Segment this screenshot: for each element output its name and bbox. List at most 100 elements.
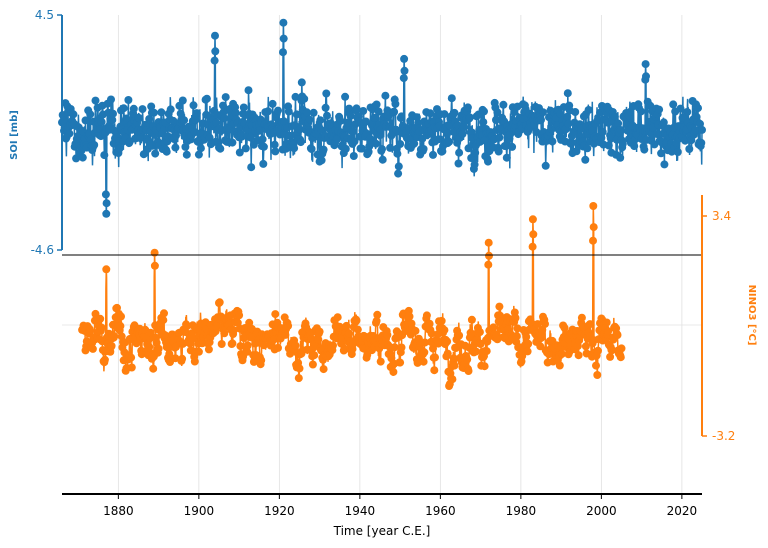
soi-axis-label: SOI [mb] bbox=[9, 110, 20, 160]
soi-point bbox=[563, 112, 572, 121]
soi-point bbox=[443, 129, 452, 138]
soi-point bbox=[317, 125, 325, 134]
soi-point bbox=[381, 91, 390, 100]
soi-point bbox=[455, 148, 464, 157]
soi-point bbox=[180, 116, 189, 125]
soi-point bbox=[333, 135, 342, 144]
soi-point bbox=[279, 34, 288, 43]
nino3-point bbox=[422, 311, 431, 320]
nino3-point bbox=[259, 341, 268, 350]
nino3-point bbox=[589, 223, 598, 232]
soi-point bbox=[239, 103, 248, 112]
soi-point bbox=[264, 107, 272, 116]
soi-point bbox=[300, 94, 309, 103]
soi-point bbox=[302, 108, 311, 117]
soi-point bbox=[157, 108, 166, 117]
nino3-point bbox=[427, 329, 436, 338]
soi-point bbox=[394, 169, 403, 178]
nino3-point bbox=[228, 339, 237, 348]
soi-point bbox=[346, 111, 355, 120]
soi-point bbox=[616, 153, 625, 162]
soi-point bbox=[317, 156, 326, 165]
soi-point bbox=[450, 108, 459, 117]
nino3-point bbox=[257, 356, 266, 365]
soi-point bbox=[614, 119, 623, 128]
nino3-point bbox=[165, 349, 174, 358]
soi-point bbox=[271, 147, 280, 156]
nino3-point bbox=[160, 309, 168, 318]
soi-point bbox=[660, 160, 669, 169]
soi-point bbox=[567, 137, 576, 146]
nino3-point bbox=[145, 343, 154, 351]
nino3-point bbox=[235, 311, 244, 320]
nino3-point bbox=[190, 357, 199, 366]
soi-point bbox=[357, 144, 366, 153]
nino3-point bbox=[440, 326, 449, 335]
soi-point bbox=[447, 94, 456, 103]
soi-point bbox=[394, 162, 403, 171]
soi-point bbox=[426, 109, 435, 118]
x-tick-label: 2020 bbox=[667, 504, 698, 518]
soi-point bbox=[584, 106, 593, 114]
soi-point bbox=[434, 135, 443, 144]
nino3-point bbox=[100, 355, 109, 364]
soi-point bbox=[246, 133, 255, 142]
nino3-point bbox=[150, 261, 159, 270]
nino3-point bbox=[314, 335, 323, 344]
soi-point bbox=[296, 138, 305, 147]
nino3-point bbox=[592, 361, 600, 370]
nino3-point bbox=[449, 354, 458, 363]
soi-point bbox=[280, 117, 289, 126]
soi-point bbox=[305, 115, 314, 124]
soi-point bbox=[454, 159, 463, 168]
soi-point bbox=[453, 121, 462, 130]
nino3-point bbox=[523, 347, 532, 356]
soi-point bbox=[494, 147, 503, 156]
nino3-point bbox=[236, 342, 245, 351]
x-tick-label: 1920 bbox=[264, 504, 295, 518]
nino3-y-tick-label: -3.2 bbox=[712, 429, 735, 443]
soi-point bbox=[202, 94, 211, 103]
soi-point bbox=[172, 131, 180, 140]
soi-point bbox=[618, 139, 627, 148]
nino3-point bbox=[616, 353, 625, 362]
soi-y-tick-label: -4.6 bbox=[31, 243, 54, 257]
soi-point bbox=[352, 104, 361, 113]
nino3-point bbox=[529, 230, 538, 239]
soi-point bbox=[583, 144, 592, 153]
soi-point bbox=[65, 129, 74, 138]
x-tick-label: 1980 bbox=[506, 504, 537, 518]
soi-point bbox=[537, 115, 545, 124]
nino3-point bbox=[397, 343, 406, 352]
soi-point bbox=[309, 108, 318, 117]
soi-point bbox=[136, 134, 145, 143]
nino3-series bbox=[78, 202, 626, 390]
soi-point bbox=[642, 72, 650, 81]
soi-point bbox=[259, 159, 268, 168]
x-tick-label: 1880 bbox=[103, 504, 134, 518]
nino3-point bbox=[308, 360, 317, 369]
nino3-point bbox=[560, 323, 569, 332]
soi-point bbox=[659, 118, 668, 127]
soi-point bbox=[604, 141, 613, 150]
soi-point bbox=[673, 148, 682, 156]
nino3-point bbox=[471, 347, 480, 356]
soi-point bbox=[640, 145, 649, 154]
nino3-point bbox=[294, 374, 303, 383]
soi-point bbox=[205, 133, 214, 142]
soi-point bbox=[343, 118, 352, 127]
soi-point bbox=[78, 153, 87, 162]
nino3-point bbox=[390, 343, 399, 352]
soi-point bbox=[290, 144, 299, 153]
nino3-point bbox=[528, 215, 537, 224]
soi-point bbox=[196, 144, 205, 153]
soi-point bbox=[171, 143, 180, 152]
soi-point bbox=[297, 78, 306, 87]
soi-point bbox=[506, 130, 515, 139]
soi-point bbox=[492, 116, 500, 124]
nino3-point bbox=[295, 364, 304, 373]
nino3-point bbox=[602, 318, 611, 327]
soi-point bbox=[145, 115, 154, 123]
soi-point bbox=[683, 108, 692, 116]
